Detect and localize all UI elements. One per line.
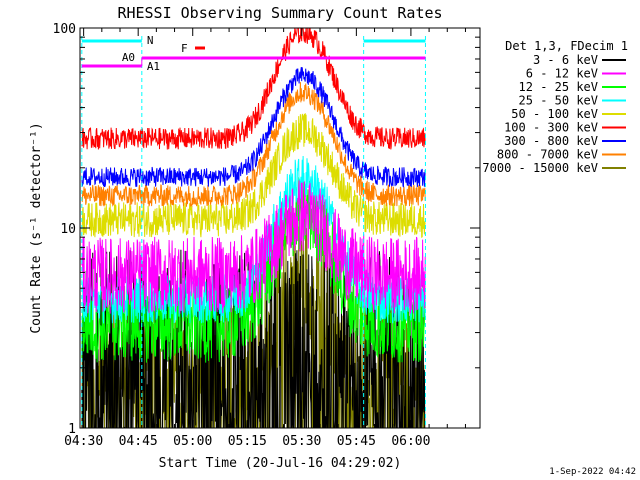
flare-label: F — [181, 42, 188, 55]
y-tick-label: 100 — [53, 22, 76, 37]
legend-label: 7000 - 15000 keV — [482, 161, 598, 175]
series-line-5 — [81, 28, 426, 150]
legend-label: 800 - 7000 keV — [497, 148, 598, 162]
series-line-4 — [81, 113, 426, 238]
legend-label: 25 - 50 keV — [519, 94, 598, 108]
annotation-layer: N F A0 A1 — [81, 34, 426, 428]
x-tick-label: 04:30 — [64, 434, 103, 449]
x-tick-label: 05:00 — [173, 434, 212, 449]
legend-label: 50 - 100 keV — [511, 107, 598, 121]
legend-label: 12 - 25 keV — [519, 80, 598, 94]
x-axis-label: Start Time (20-Jul-16 04:29:02) — [159, 456, 402, 471]
night-label: N — [147, 34, 154, 47]
legend-label: 100 - 300 keV — [504, 121, 598, 135]
y-axis-label: Count Rate (s⁻¹ detector⁻¹) — [29, 122, 44, 333]
y-tick-label: 1 — [68, 422, 76, 437]
x-tick-label: 05:45 — [337, 434, 376, 449]
footer-timestamp: 1-Sep-2022 04:42 — [549, 467, 636, 477]
legend-title: Det 1,3, FDecim 1 — [505, 39, 628, 53]
x-tick-label: 06:00 — [391, 434, 430, 449]
attenuator-a0-label: A0 — [122, 51, 135, 64]
series-line-1 — [81, 180, 426, 314]
axis-layer: 04:30 04:45 05:00 05:15 05:30 05:45 06:00 1 10 10… — [53, 22, 480, 449]
legend-label: 6 - 12 keV — [526, 67, 598, 81]
x-tick-label: 04:45 — [119, 434, 158, 449]
x-tick-label: 05:30 — [282, 434, 321, 449]
x-tick-label: 05:15 — [228, 434, 267, 449]
chart-title: RHESSI Observing Summary Count Rates — [117, 4, 442, 22]
series-layer — [81, 28, 426, 428]
series-line-6 — [81, 67, 426, 188]
legend-label: 300 - 800 keV — [504, 134, 598, 148]
legend-label: 3 - 6 keV — [533, 53, 598, 67]
y-tick-label: 10 — [60, 222, 76, 237]
series-line-7 — [81, 82, 426, 208]
attenuator-a1-label: A1 — [147, 60, 160, 73]
series-line-2 — [81, 176, 426, 363]
